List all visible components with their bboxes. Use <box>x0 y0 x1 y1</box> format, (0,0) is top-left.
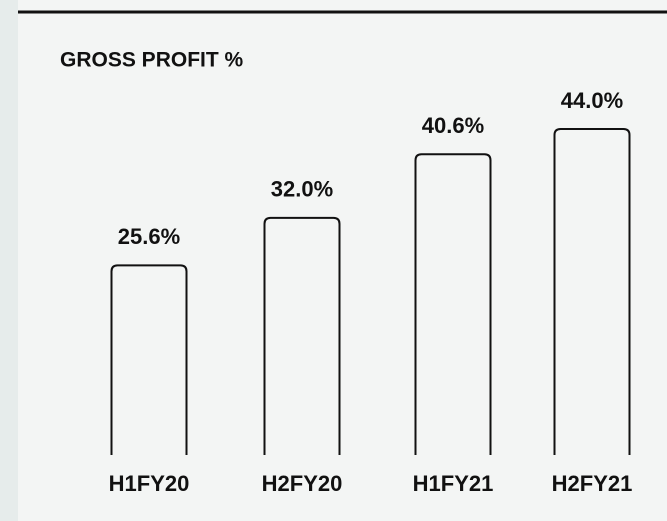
value-label: 44.0% <box>561 88 623 113</box>
bar <box>263 216 341 455</box>
chart-title: GROSS PROFIT % <box>60 49 244 72</box>
value-label: 40.6% <box>422 113 484 138</box>
bar <box>414 153 492 455</box>
x-tick-label: H1FY20 <box>109 471 190 496</box>
bar <box>553 128 631 455</box>
value-label: 25.6% <box>118 224 180 249</box>
bar <box>110 264 188 455</box>
x-tick-label: H2FY21 <box>552 471 633 496</box>
value-label: 32.0% <box>271 177 333 202</box>
x-tick-label: H2FY20 <box>262 471 343 496</box>
x-tick-label: H1FY21 <box>413 471 494 496</box>
